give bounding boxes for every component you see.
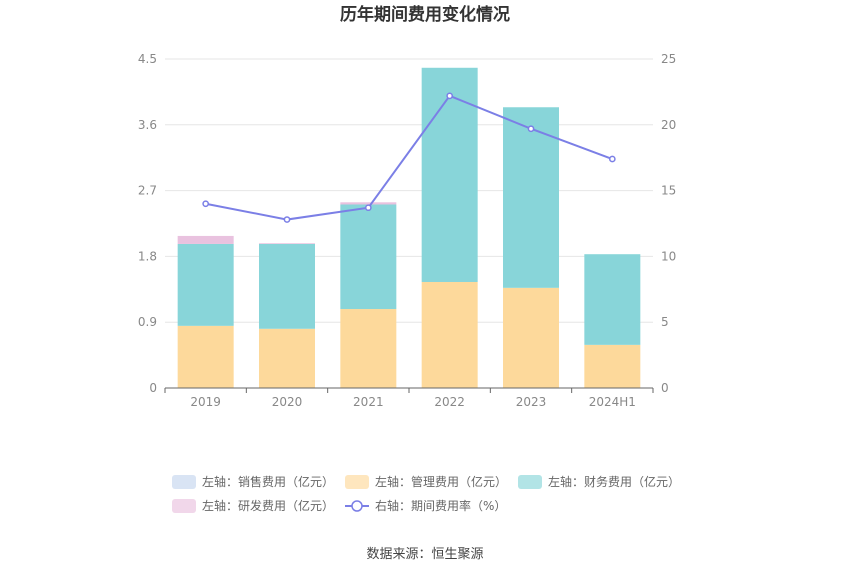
grid bbox=[165, 58, 653, 323]
legend-swatch bbox=[172, 499, 196, 513]
x-tick-label: 2019 bbox=[190, 395, 221, 409]
left-tick-label: 2.7 bbox=[138, 184, 157, 198]
legend-swatch bbox=[518, 475, 542, 489]
rate-point bbox=[446, 92, 454, 100]
right-tick-label: 10 bbox=[661, 249, 676, 263]
rate-point bbox=[527, 125, 535, 133]
bar-segment bbox=[259, 243, 315, 244]
bar-segment bbox=[584, 254, 641, 345]
left-tick-label: 1.8 bbox=[138, 249, 157, 263]
right-tick-label: 25 bbox=[661, 52, 676, 66]
legend-swatch bbox=[345, 475, 369, 489]
bar-segment bbox=[340, 202, 397, 205]
rate-point bbox=[364, 204, 372, 212]
x-tick-label: 2024H1 bbox=[589, 395, 636, 409]
legend-label: 左轴：财务费用（亿元） bbox=[548, 474, 680, 489]
rate-line-path bbox=[205, 94, 613, 221]
bar-segment bbox=[340, 309, 397, 388]
bars bbox=[177, 67, 641, 388]
rate-line bbox=[202, 92, 616, 223]
left-tick-label: 4.5 bbox=[138, 52, 157, 66]
legend: 左轴：销售费用（亿元） 左轴：管理费用（亿元） 左轴：财务费用（亿元） 左轴：研发费用… bbox=[172, 474, 680, 513]
x-tick-label: 2022 bbox=[434, 395, 465, 409]
chart-title: 历年期间费用变化情况 bbox=[340, 4, 510, 25]
x-axis: 2019 2020 2021 2022 2023 2024H1 bbox=[164, 388, 654, 409]
bar-segment bbox=[340, 204, 397, 310]
rate-point bbox=[283, 216, 291, 223]
x-tick-label: 2023 bbox=[516, 395, 547, 409]
right-tick-label: 20 bbox=[661, 118, 676, 132]
legend-marker bbox=[351, 500, 363, 512]
bar-segment bbox=[177, 325, 234, 388]
x-tick-label: 2020 bbox=[272, 395, 303, 409]
legend-label: 左轴：管理费用（亿元） bbox=[375, 474, 507, 489]
rate-point bbox=[608, 155, 616, 163]
bar-segment bbox=[421, 281, 478, 388]
legend-swatch bbox=[172, 475, 196, 489]
legend-label: 左轴：销售费用（亿元） bbox=[202, 474, 334, 489]
bar-segment bbox=[584, 344, 641, 388]
right-axis: 0 5 10 15 20 25 bbox=[661, 52, 676, 395]
bar-segment bbox=[421, 67, 478, 282]
bar-segment bbox=[259, 243, 315, 329]
bar-segment bbox=[259, 328, 315, 388]
bar-segment bbox=[177, 235, 234, 244]
bar-segment bbox=[503, 287, 559, 388]
rate-point bbox=[202, 200, 210, 208]
legend-label: 右轴：期间费用率（%） bbox=[375, 498, 506, 513]
bar-segment bbox=[177, 243, 234, 326]
bar-segment bbox=[503, 107, 559, 288]
left-axis: 0 0.9 1.8 2.7 3.6 4.5 bbox=[138, 52, 157, 395]
data-source: 数据来源：恒生聚源 bbox=[366, 547, 483, 562]
right-tick-label: 15 bbox=[661, 184, 676, 198]
left-tick-label: 3.6 bbox=[138, 118, 157, 132]
left-tick-label: 0 bbox=[149, 381, 157, 395]
right-tick-label: 0 bbox=[661, 381, 669, 395]
x-tick-label: 2021 bbox=[353, 395, 384, 409]
legend-label: 左轴：研发费用（亿元） bbox=[202, 498, 334, 513]
right-tick-label: 5 bbox=[661, 315, 669, 329]
left-tick-label: 0.9 bbox=[138, 315, 157, 329]
